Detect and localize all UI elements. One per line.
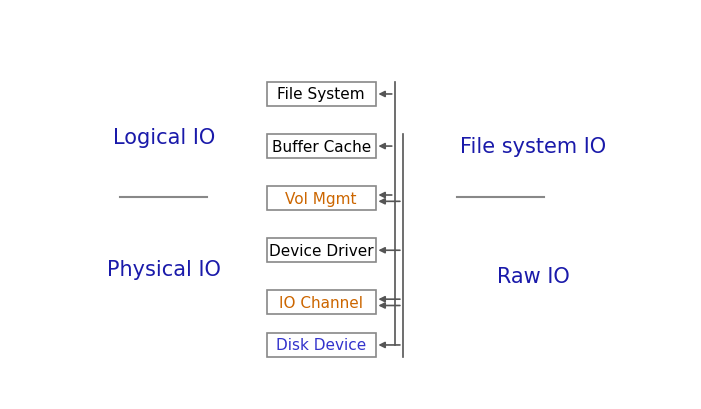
Bar bbox=[267, 333, 376, 357]
Text: Logical IO: Logical IO bbox=[113, 127, 215, 147]
Text: File System: File System bbox=[278, 87, 365, 102]
Text: Raw IO: Raw IO bbox=[497, 266, 569, 286]
Bar bbox=[267, 135, 376, 159]
Bar bbox=[267, 187, 376, 211]
Text: File system IO: File system IO bbox=[460, 137, 606, 157]
Bar bbox=[267, 239, 376, 263]
Text: Buffer Cache: Buffer Cache bbox=[271, 139, 371, 154]
Text: Device Driver: Device Driver bbox=[269, 243, 374, 258]
Text: IO Channel: IO Channel bbox=[279, 295, 363, 310]
Text: Physical IO: Physical IO bbox=[107, 260, 221, 279]
Text: Disk Device: Disk Device bbox=[276, 338, 367, 353]
Bar bbox=[267, 83, 376, 107]
Text: Vol Mgmt: Vol Mgmt bbox=[285, 191, 357, 206]
Bar bbox=[267, 291, 376, 315]
